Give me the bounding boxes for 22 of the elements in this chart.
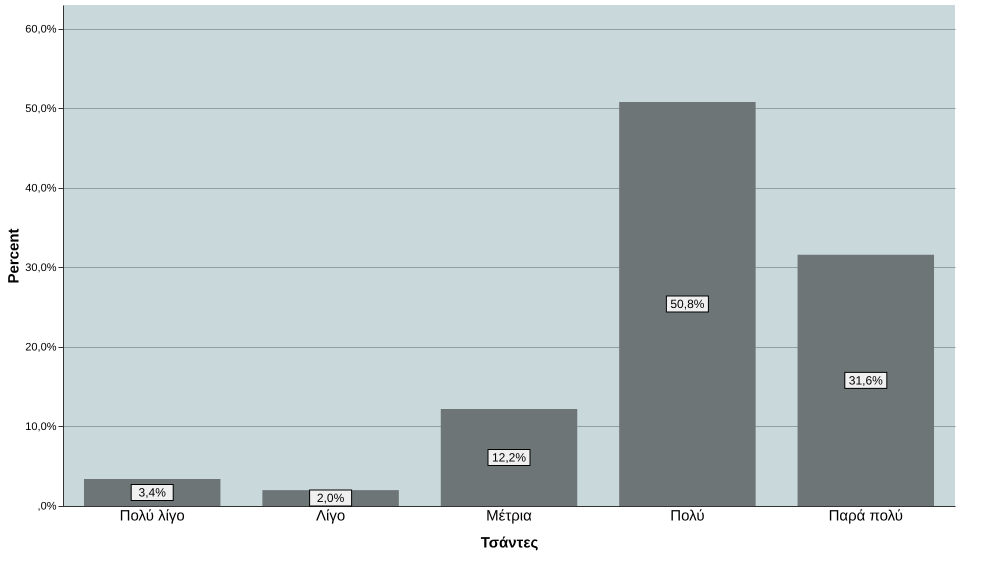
x-axis-title: Τσάντες [480,534,538,552]
data-label: 31,6% [848,373,884,388]
y-tick-label: ,0% [38,500,57,512]
bar [619,102,756,506]
y-tick-label: 50,0% [25,102,57,115]
y-tick-label: 10,0% [25,420,57,433]
x-tick-label: Μέτρια [486,508,532,524]
y-tick-label: 20,0% [25,341,57,354]
bar [798,254,934,506]
x-tick-label: Παρά πολύ [828,508,904,524]
bar [440,408,578,506]
y-tick-label: 30,0% [25,262,57,274]
data-label: 2,0% [316,491,345,506]
y-axis-title: Percent [5,228,22,284]
x-tick-label: Λίγο [316,508,346,524]
data-label: 50,8% [670,297,705,312]
y-tick-label: 40,0% [25,182,57,194]
y-tick-label: 60,0% [25,23,57,36]
data-label: 3,4% [138,485,166,500]
data-label: 12,2% [492,450,526,464]
x-tick-label: Πολύ [670,508,705,524]
x-tick-label: Πολύ λίγο [120,508,185,524]
